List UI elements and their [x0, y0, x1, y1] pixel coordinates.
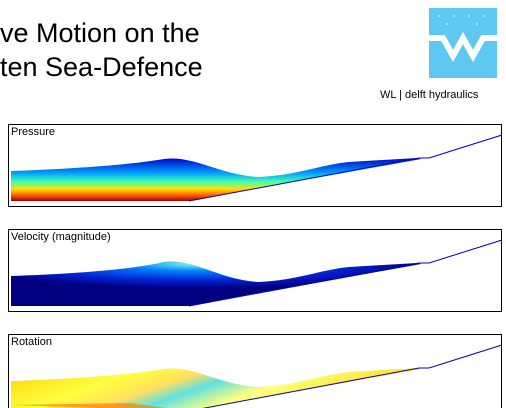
panel-plot: [11, 239, 501, 307]
panel: Pressure: [8, 124, 502, 207]
panel: Rotation: [8, 334, 502, 408]
panel-label: Velocity (magnitude): [11, 231, 111, 243]
panel-plot: [11, 344, 501, 408]
title-line: ten Sea-Defence: [0, 52, 203, 82]
title-line: ve Motion on the: [0, 18, 200, 48]
panel-plot: [11, 134, 501, 202]
panel: Velocity (magnitude): [8, 229, 502, 312]
panel-label: Rotation: [11, 336, 52, 348]
logo-caption: WL | delft hydraulics: [380, 89, 479, 101]
logo: [429, 8, 497, 78]
panel-label: Pressure: [11, 126, 56, 138]
